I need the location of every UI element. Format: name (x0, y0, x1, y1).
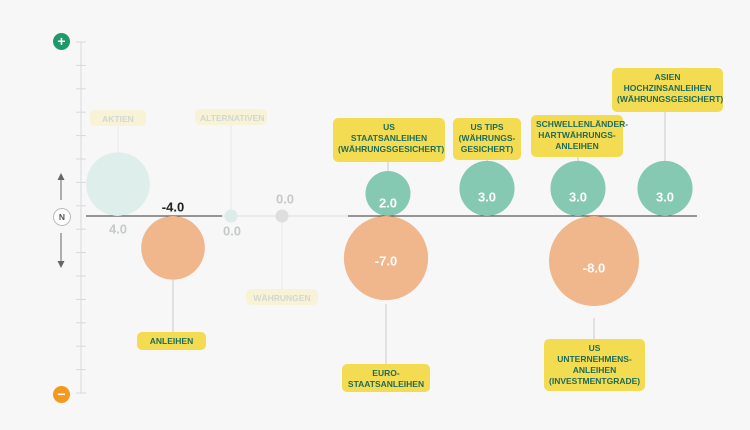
category-label-alternativen: ALTERNATIVEN (195, 109, 267, 125)
category-label-line: (WÄHRUNGSGESICHERT) (338, 144, 445, 154)
category-label-aktien: AKTIEN (90, 110, 146, 126)
bubble-anleihen (141, 216, 205, 280)
bubble-us_staat (365, 171, 411, 216)
category-label-line: (INVESTMENTGRADE) (549, 376, 641, 386)
category-label-us_staat: US STAATSANLEIHEN (WÄHRUNGSGESICHERT) (333, 118, 445, 162)
category-label-line: UNTERNEHMENS- (557, 354, 632, 364)
category-label-line: HOCHZINSANLEIHEN (623, 83, 712, 93)
value-label-waehrungen: 0.0 (275, 191, 295, 207)
value-label-us_staat: 2.0 (378, 195, 398, 211)
category-label-line: SCHWELLENLÄNDER- (536, 119, 629, 129)
up-arrow-head-icon (57, 173, 65, 180)
category-label-line: US TIPS (470, 122, 504, 132)
bubble-us_corp (549, 216, 639, 306)
bubble-alternativen (224, 209, 238, 223)
value-label-em_hard: 3.0 (568, 189, 588, 205)
bubble-em_hard (550, 160, 606, 216)
category-label-us_corp: US UNTERNEHMENS- ANLEIHEN (INVESTMENTGRADE) (544, 339, 645, 391)
increase-button[interactable]: + (53, 33, 70, 50)
neutral-marker: N (53, 208, 71, 226)
value-label-euro_staat: -7.0 (374, 253, 398, 269)
category-label-line: ANLEIHEN (572, 365, 617, 375)
category-label-line: ANLEIHEN (555, 141, 599, 151)
bubble-aktien (86, 152, 150, 216)
down-arrow-head-icon (57, 261, 65, 268)
category-label-line: US (588, 343, 601, 353)
bubble-us_tips (459, 160, 515, 216)
bubble-asia_hy (637, 160, 693, 216)
value-label-aktien: 4.0 (108, 221, 128, 237)
value-label-alternativen: 0.0 (222, 223, 242, 239)
category-label-euro_staat: EURO- STAATSANLEIHEN (342, 364, 430, 392)
category-label-waehrungen: WÄHRUNGEN (246, 289, 318, 305)
category-label-line: EURO- (372, 368, 400, 378)
value-label-anleihen: -4.0 (161, 199, 185, 215)
value-label-us_corp: -8.0 (582, 260, 606, 276)
category-label-line: AKTIEN (102, 114, 134, 124)
value-label-us_tips: 3.0 (477, 189, 497, 205)
category-label-line: ALTERNATIVEN (200, 113, 265, 123)
category-label-em_hard: SCHWELLENLÄNDER- HARTWÄHRUNGS- ANLEIHEN (531, 115, 629, 157)
category-label-line: (WÄHRUNGS- (458, 133, 516, 143)
category-label-us_tips: US TIPS (WÄHRUNGS- GESICHERT) (453, 118, 521, 160)
category-label-line: GESICHERT) (460, 144, 514, 154)
category-label-asia_hy: ASIEN HOCHZINSANLEIHEN (WÄHRUNGSGESICHERT) (612, 68, 723, 112)
category-label-line: ANLEIHEN (149, 336, 194, 346)
decrease-button[interactable]: − (53, 386, 70, 403)
category-label-line: US (383, 122, 395, 132)
category-label-line: ASIEN (654, 72, 681, 82)
category-label-line: WÄHRUNGEN (253, 293, 311, 303)
category-label-anleihen: ANLEIHEN (137, 332, 206, 350)
category-label-line: (WÄHRUNGSGESICHERT) (617, 94, 724, 104)
value-label-asia_hy: 3.0 (655, 189, 675, 205)
bubble-waehrungen (275, 209, 289, 223)
category-label-line: HARTWÄHRUNGS- (538, 130, 616, 140)
bubble-euro_staat (343, 216, 429, 301)
category-label-line: STAATSANLEIHEN (350, 133, 428, 143)
category-label-line: STAATSANLEIHEN (347, 379, 425, 389)
